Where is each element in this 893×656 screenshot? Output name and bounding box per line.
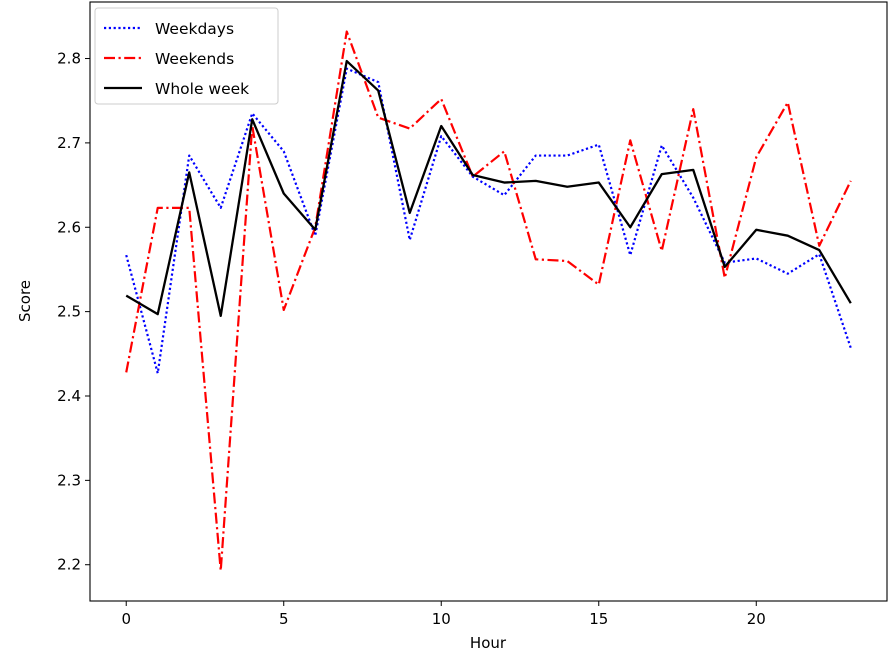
- y-tick-label: 2.8: [57, 50, 81, 68]
- x-tick-label: 15: [589, 610, 608, 628]
- x-tick-label: 5: [279, 610, 289, 628]
- y-tick-label: 2.7: [57, 134, 81, 152]
- x-axis-label: Hour: [470, 634, 507, 652]
- y-axis-label: Score: [16, 280, 34, 322]
- y-tick-label: 2.6: [57, 218, 81, 236]
- y-tick-label: 2.5: [57, 303, 81, 321]
- legend-label-2: Weekends: [155, 50, 234, 68]
- y-tick-label: 2.4: [57, 387, 81, 405]
- series-layer: [125, 30, 852, 572]
- legend-label-1: Weekdays: [155, 20, 234, 38]
- y-tick-label: 2.2: [57, 556, 81, 574]
- x-tick-label: 0: [121, 610, 131, 628]
- y-tick-label: 2.3: [57, 471, 81, 489]
- series-line-3: [125, 59, 852, 317]
- x-tick-label: 10: [432, 610, 451, 628]
- y-axis: 2.2 2.3 2.4 2.5 2.6 2.7 2.8: [57, 50, 90, 574]
- x-axis: 0 5 10 15 20: [121, 601, 766, 628]
- series-line-2: [125, 30, 852, 572]
- legend: Weekdays Weekends Whole week: [94, 7, 279, 105]
- legend-label-3: Whole week: [155, 80, 249, 98]
- x-tick-label: 20: [747, 610, 766, 628]
- plot-frame: [89, 1, 888, 602]
- legend-box: [94, 7, 279, 105]
